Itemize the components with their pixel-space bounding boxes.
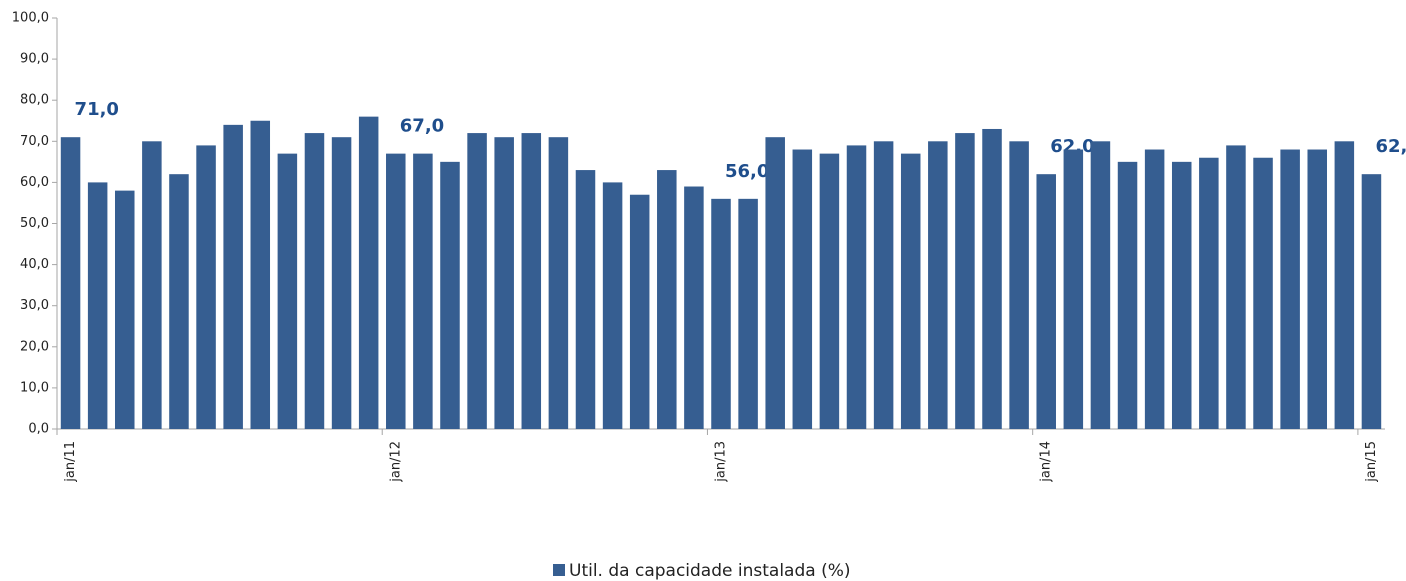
x-tick-label: jan/15 xyxy=(1364,441,1379,483)
y-tick-label: 30,0 xyxy=(20,298,49,313)
bar xyxy=(304,133,325,429)
bar xyxy=(602,182,623,429)
bar xyxy=(386,153,406,429)
bar xyxy=(1226,145,1246,429)
bar xyxy=(928,141,948,430)
bar xyxy=(521,133,542,429)
bar xyxy=(494,137,514,429)
bar xyxy=(467,133,487,429)
bar xyxy=(846,145,867,429)
legend-label: Util. da capacidade instalada (%) xyxy=(569,561,851,581)
bar xyxy=(1009,141,1029,430)
bar xyxy=(277,153,298,429)
bar xyxy=(1090,141,1111,430)
legend-swatch xyxy=(553,564,565,576)
bar xyxy=(1144,149,1165,429)
bar xyxy=(1307,149,1328,429)
bar xyxy=(575,170,596,429)
bar xyxy=(169,174,189,429)
data-label: 62,0 xyxy=(1050,136,1094,157)
bar xyxy=(413,153,433,429)
bar xyxy=(873,141,894,430)
bar xyxy=(684,186,704,429)
bar xyxy=(331,137,352,429)
bar xyxy=(955,133,975,429)
y-tick-label: 50,0 xyxy=(20,216,49,231)
bar xyxy=(629,194,650,429)
bar xyxy=(114,190,135,429)
bar xyxy=(982,128,1002,429)
bar xyxy=(1199,157,1219,430)
y-tick-label: 100,0 xyxy=(12,11,49,26)
x-tick-label: jan/11 xyxy=(63,441,78,483)
bar xyxy=(900,153,921,429)
bar xyxy=(738,198,758,429)
y-tick-label: 80,0 xyxy=(20,93,49,108)
bar xyxy=(792,149,813,429)
bar xyxy=(548,137,569,429)
bar xyxy=(657,170,677,429)
bar xyxy=(1117,161,1138,429)
bar xyxy=(440,161,460,429)
bar xyxy=(711,198,731,429)
bar xyxy=(1334,141,1355,430)
x-tick-label: jan/12 xyxy=(388,441,403,483)
x-tick-label: jan/14 xyxy=(1039,441,1054,483)
x-tick-label: jan/13 xyxy=(714,441,729,483)
bar xyxy=(1063,149,1084,429)
bar xyxy=(250,120,271,429)
bar xyxy=(1361,174,1382,429)
y-tick-label: 60,0 xyxy=(20,175,49,190)
y-tick-label: 70,0 xyxy=(20,134,49,149)
y-tick-label: 40,0 xyxy=(20,257,49,272)
y-tick-label: 0,0 xyxy=(28,422,49,437)
data-label: 67,0 xyxy=(400,116,444,137)
bar xyxy=(1253,157,1273,430)
data-label: 71,0 xyxy=(75,99,119,120)
bar xyxy=(142,141,162,430)
bar xyxy=(1171,161,1192,429)
y-tick-label: 10,0 xyxy=(20,380,49,395)
bar xyxy=(223,124,243,430)
bar xyxy=(819,153,840,429)
bar xyxy=(765,137,785,429)
data-label: 62,0 xyxy=(1375,136,1406,157)
y-tick-label: 20,0 xyxy=(20,339,49,354)
bar xyxy=(60,137,81,429)
data-label: 56,0 xyxy=(725,161,769,182)
bar xyxy=(196,145,216,429)
bar xyxy=(1280,149,1300,429)
bar xyxy=(87,182,108,429)
bar xyxy=(358,116,379,429)
y-tick-label: 90,0 xyxy=(20,52,49,67)
bar xyxy=(1036,174,1056,429)
